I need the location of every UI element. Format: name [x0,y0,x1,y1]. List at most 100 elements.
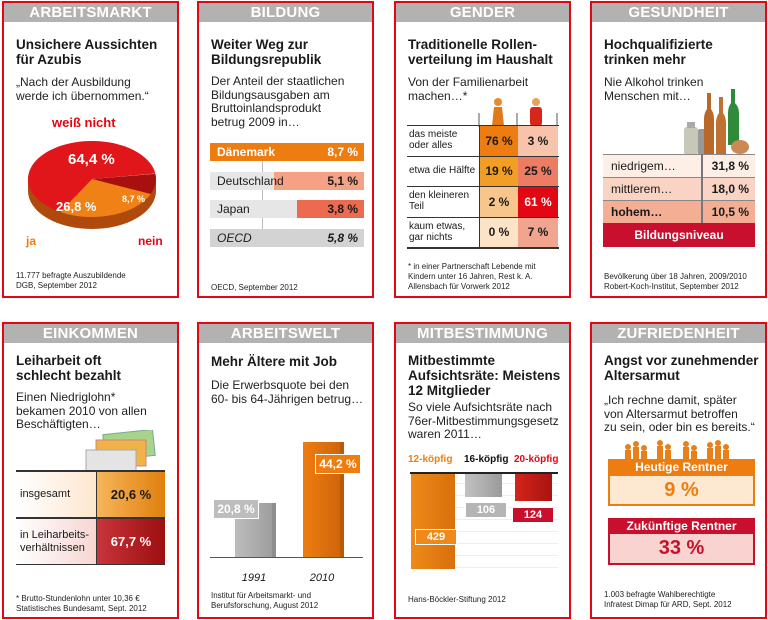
row-divider [16,517,165,519]
panel-footnote: OECD, September 2012 [211,283,298,292]
panel-subtitle: Nie Alkohol trinken Menschen mit… [604,75,704,103]
panel-title: Hochqualifizierte trinken mehr [604,37,713,67]
row-value: 18,0 % [711,182,749,196]
bar-value: 429 [415,529,457,545]
bottles-icon [684,89,749,155]
panel-footnote: 11.777 befragte Auszubildende DGB, Septe… [16,271,126,290]
panel-subtitle: „Ich rechne damit, später von Altersarmu… [604,393,755,434]
column-label: 16-köpfig [464,454,509,465]
row-value: 20,6 % [97,472,165,517]
panel-category: ZUFRIEDENHEIT [592,324,765,343]
pie-label-weiss-nicht: weiß nicht [52,115,116,130]
panel-einkommen: EINKOMMEN Leiharbeit oft schlecht bezahl… [2,322,179,619]
panel-footnote: * in einer Partnerschaft Lebende mit Kin… [408,262,536,291]
panel-category: ARBEITSMARKT [4,3,177,22]
bar-value: 5,1 % [327,174,358,188]
panel-arbeitsmarkt: ARBEITSMARKT Unsichere Aussichten für Az… [2,1,179,298]
panel-title: Unsichere Aussichten für Azubis [16,37,158,67]
table-cell: 25 % [518,156,558,186]
gridline [410,519,558,520]
panel-gesundheit: GESUNDHEIT Hochqualifizierte trinken meh… [590,1,767,298]
bar [411,473,455,569]
man-figure-icon [530,98,542,126]
pie-value-ja: 26,8 % [56,199,97,214]
row-label-bg [16,519,96,564]
panel-bildung: BILDUNG Weiter Weg zur Bildungsrepublik … [197,1,374,298]
board-bar-chart: 12-köpfig 429 16-köpfig 106 20-köpfig 124 [396,454,569,574]
x-tick-label: 2010 [309,572,335,584]
panel-category: GESUNDHEIT [592,3,765,22]
pie-chart [28,141,156,229]
figures-woman-man-icon [478,98,558,127]
panel-subtitle: „Nach der Ausbildung werde ich übernomme… [16,75,149,103]
gender-table: das meiste oder alles 76 % 3 % etwa die Häl… [407,125,559,249]
gridline [410,555,558,556]
row-divider [407,247,559,249]
table-cell: 0 % [480,217,518,247]
panel-title: Mehr Ältere mit Job [211,354,338,369]
pie-slice [28,141,156,212]
row-label-bg [16,472,96,517]
panel-subtitle: Der Anteil der staatlichen Bildungsausga… [211,74,345,129]
bar-value: 8,7 % [327,145,358,159]
gridline [410,531,558,532]
bar-row: Deutschland 5,1 % [210,172,364,190]
bar-value: 5,8 % [327,231,358,245]
col-divider [96,470,97,564]
row-divider [407,155,559,157]
panel-zufriedenheit: ZUFRIEDENHEIT Angst vor zunehmender Alte… [590,322,767,619]
pie-slice [92,173,156,195]
panel-subtitle: Einen Niedriglohn* bekamen 2010 von alle… [16,390,147,431]
panel-gender: GENDER Traditionelle Rollen- verteilung … [394,1,571,298]
bar-value: 124 [512,507,554,523]
row-divider [407,125,559,126]
panel-footnote: 1.003 befragte Wahlberechtigte Infratest… [604,590,732,609]
bar-row: OECD 5,8 % [210,229,364,247]
bar [273,172,364,190]
panel-mitbestimmung: MITBESTIMMUNG Mitbestimmte Aufsichtsräte… [394,322,571,619]
people-crowd-icon [625,440,729,461]
row-value: 10,5 % [711,205,749,219]
health-table: niedrigem… 31,8 % mittlerem… 18,0 % hohem… 10… [603,154,755,248]
panel-category: MITBESTIMMUNG [396,324,569,343]
bar [465,473,502,497]
table-cell: 7 % [518,217,558,247]
row-divider [407,216,559,218]
label-zukuenftige-rentner: Zukünftige Rentner [608,518,755,534]
pie-slice [60,179,151,217]
bar-label: OECD [217,231,252,245]
panel-footnote: Bevölkerung über 18 Jahren, 2009/2010 Ro… [604,272,747,291]
income-table: insgesamt 20,6 % in Leiharbeits- verhältni… [16,470,165,565]
value-heutige-rentner: 9 % [608,476,755,506]
horizontal-bar-chart: Dänemark 8,7 % Deutschland 5,1 % Japan 3,8 % O… [210,143,364,253]
table-cell: 61 % [518,187,558,217]
gridline [410,567,558,568]
table-cell: 2 % [480,187,518,217]
bar [296,200,364,218]
pie-label-ja: ja [26,234,37,248]
table-cell: 3 % [518,126,558,156]
panel-title: Angst vor zunehmender Altersarmut [604,353,759,383]
panel-category: GENDER [396,3,569,22]
panel-arbeitswelt: ARBEITSWELT Mehr Ältere mit Job Die Erwe… [197,322,374,619]
table-cell: 19 % [480,156,518,186]
value-zukuenftige-rentner: 33 % [608,534,755,565]
row-value: 67,7 % [97,519,165,564]
bar-label: Dänemark [217,145,276,159]
panel-category: ARBEITSWELT [199,324,372,343]
panel-title: Mitbestimmte Aufsichtsräte: Meistens 12 … [408,353,561,398]
bar [210,229,364,247]
panel-title: Weiter Weg zur Bildungsrepublik [211,37,322,67]
x-tick-label: 1991 [241,572,267,584]
pie-value-nein: 8,7 % [122,194,146,204]
pie-value-weiss-nicht: 64,4 % [68,151,115,168]
top-axis [410,472,558,474]
panel-footnote: Hans-Böckler-Stiftung 2012 [408,595,506,604]
table-cell: 76 % [480,126,518,156]
panel-subtitle: Von der Familienarbeit machen…* [408,75,529,103]
pie-label-nein: nein [138,234,163,248]
row-value: 31,8 % [711,159,749,173]
bar-value: 3,8 % [327,202,358,216]
row-divider [16,564,165,565]
table-footer: Bildungsniveau [603,223,755,247]
